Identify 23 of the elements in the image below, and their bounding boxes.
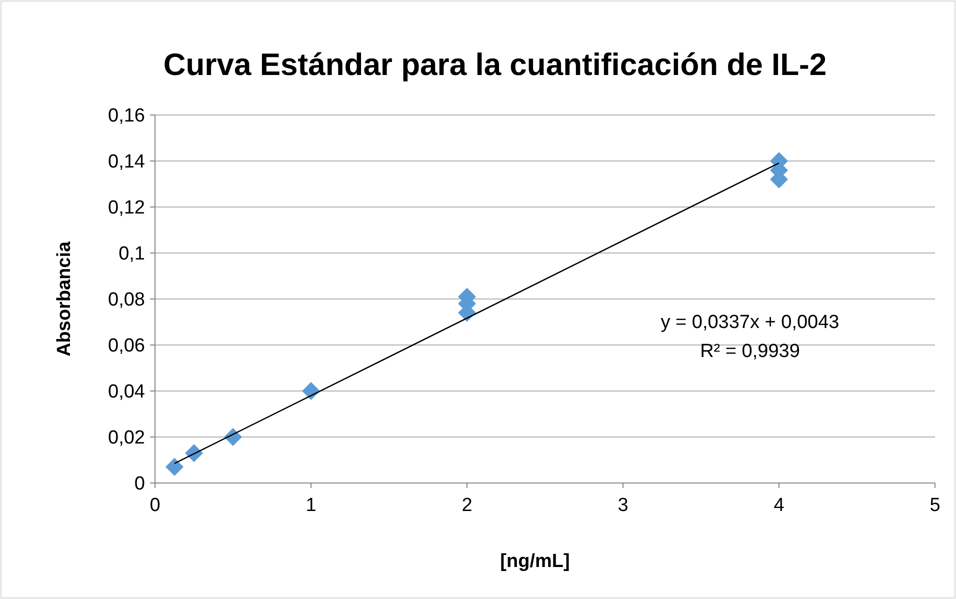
x-tick-label: 2 [462,495,472,516]
y-tick-label: 0,1 [118,244,145,265]
y-tick-label: 0,04 [108,382,146,403]
x-tick-label: 3 [618,495,628,516]
x-tick-label: 5 [930,495,940,516]
y-tick-label: 0,08 [108,290,145,311]
x-tick-label: 4 [774,495,785,516]
y-tick-label: 0,12 [108,198,145,219]
y-tick-label: 0,14 [108,152,146,173]
y-tick-label: 0,02 [108,428,145,449]
y-tick-label: 0 [134,474,145,495]
annotation: y = 0,0337x + 0,0043 [660,312,840,333]
x-tick-label: 0 [150,495,160,516]
point [224,428,242,446]
annotation: R² = 0,9939 [700,341,800,362]
y-tick-label: 0,06 [108,336,145,357]
x-tick-label: 1 [306,495,316,516]
point [302,382,320,400]
x-axis-title: [ng/mL] [500,551,570,572]
point [166,458,184,476]
y-tick-label: 0,16 [108,106,145,127]
chart-title: Curva Estándar para la cuantificación de IL-2 [163,47,827,82]
y-axis-title: Absorbancia [54,241,75,357]
